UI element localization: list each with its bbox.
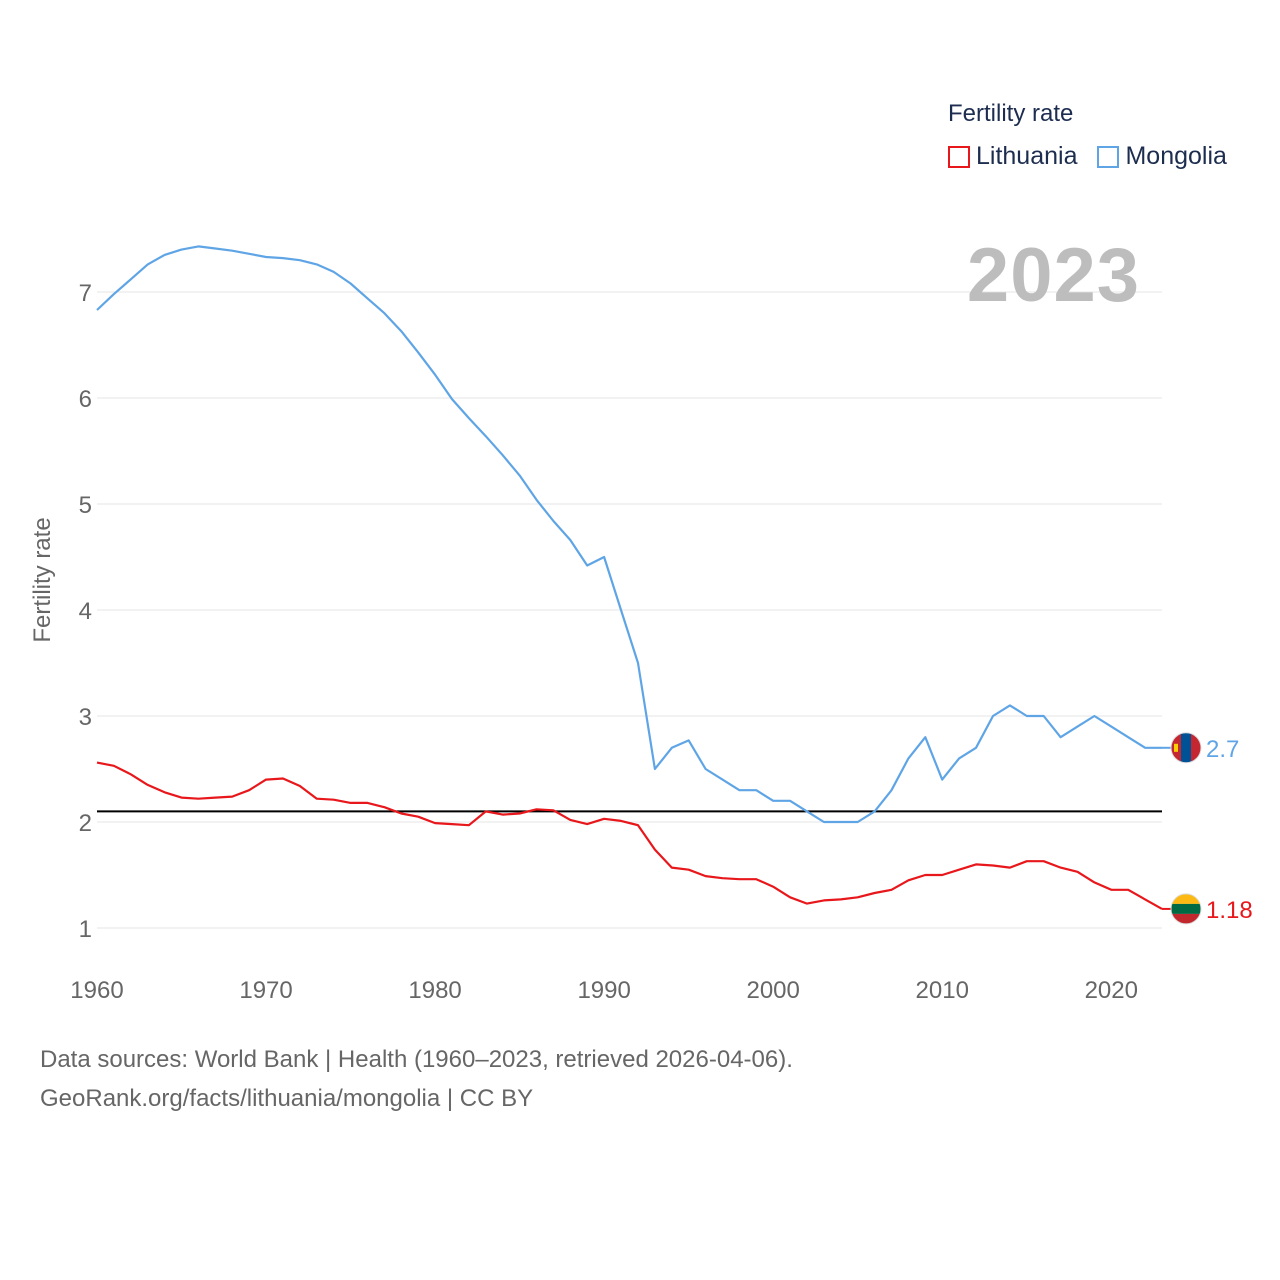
series-group <box>96 245 1163 910</box>
x-tick-label: 1960 <box>70 977 123 1004</box>
legend-label-mongolia: Mongolia <box>1125 142 1227 170</box>
series-line-mongolia <box>96 245 1162 824</box>
legend: Lithuania Mongolia <box>948 142 1227 171</box>
legend-label-lithuania: Lithuania <box>976 142 1078 170</box>
x-tick-label: 2010 <box>916 977 969 1004</box>
legend-swatch-mongolia <box>1097 145 1120 168</box>
legend-item-lithuania[interactable]: Lithuania <box>948 142 1077 171</box>
x-axis-ticks: 1960 1970 1980 1990 2000 2010 2020 <box>70 977 1138 1004</box>
y-tick-label: 3 <box>79 704 92 731</box>
end-label-mongolia: 2.7 <box>1206 736 1239 763</box>
y-tick-label: 1 <box>79 916 92 943</box>
footer-attribution: GeoRank.org/facts/lithuania/mongolia | C… <box>40 1085 534 1112</box>
y-tick-label: 2 <box>79 810 92 837</box>
footer-sources: Data sources: World Bank | Health (1960–… <box>40 1046 793 1073</box>
y-tick-label: 6 <box>79 386 92 413</box>
flag-mongolia-icon <box>1170 732 1202 764</box>
y-tick-label: 7 <box>79 280 92 307</box>
y-axis-label: Fertility rate <box>29 517 56 643</box>
y-tick-label: 5 <box>79 492 92 519</box>
flag-lithuania-icon <box>1170 893 1202 925</box>
legend-title: Fertility rate <box>948 100 1074 127</box>
y-axis-ticks: 1 2 3 4 5 6 7 <box>79 280 92 943</box>
series-line-lithuania <box>96 761 1163 910</box>
end-label-lithuania: 1.18 <box>1206 897 1253 924</box>
x-tick-label: 2000 <box>746 977 799 1004</box>
x-tick-label: 1970 <box>239 977 292 1004</box>
series-end-markers: 1.18 2.7 <box>1162 732 1253 925</box>
year-label: 2023 <box>966 233 1140 318</box>
y-tick-label: 4 <box>79 598 92 625</box>
legend-item-mongolia[interactable]: Mongolia <box>1097 142 1227 171</box>
legend-swatch-lithuania <box>948 145 970 168</box>
x-tick-label: 2020 <box>1085 977 1138 1004</box>
grid-lines <box>97 291 1162 929</box>
x-tick-label: 1990 <box>577 977 630 1004</box>
x-tick-label: 1980 <box>408 977 461 1004</box>
